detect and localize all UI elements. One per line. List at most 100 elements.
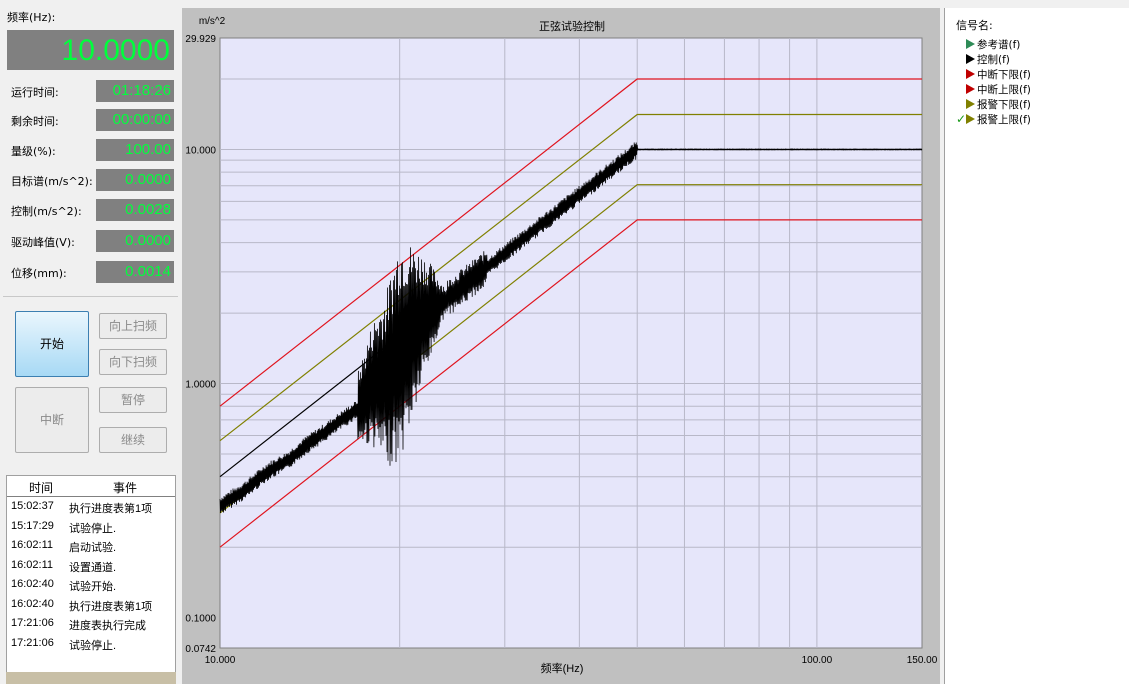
run-time-label: 运行时间: xyxy=(11,86,59,99)
event-time: 15:17:29 xyxy=(11,519,54,532)
y-tick-label: 0.1000 xyxy=(185,614,216,625)
y-axis-unit: m/s^2 xyxy=(199,16,226,27)
series-marker-icon xyxy=(966,99,975,109)
series-marker-icon xyxy=(966,39,975,49)
event-row[interactable]: 16:02:40 试验开始. xyxy=(7,575,175,595)
legend-item-alarm-upper[interactable]: ✓ 报警上限(f) xyxy=(956,112,1031,126)
event-text: 试验开始. xyxy=(69,581,117,593)
drive-peak-value: 0.0000 xyxy=(96,230,174,252)
legend-label: 参考谱(f) xyxy=(977,39,1021,51)
event-time: 16:02:11 xyxy=(11,539,54,551)
legend-label: 中断上限(f) xyxy=(977,84,1031,96)
series-line xyxy=(219,219,922,548)
sine-control-chart[interactable]: 正弦试验控制 m/s^2 频率(Hz) 29.929 10.000 1.0000 0.… xyxy=(182,8,940,684)
displacement-value: 0.0014 xyxy=(96,261,174,283)
event-row[interactable]: 17:21:06 进度表执行完成 xyxy=(7,614,175,634)
event-time: 16:02:40 xyxy=(11,578,54,590)
sweep-down-button[interactable]: 向下扫频 xyxy=(99,349,167,375)
event-time: 17:21:06 xyxy=(11,617,54,629)
y-tick-label: 0.0742 xyxy=(185,644,216,655)
control-buttons: 开始 向上扫频 向下扫频 中断 暂停 继续 xyxy=(3,296,178,462)
y-tick-label: 10.000 xyxy=(185,145,216,156)
event-time: 15:02:37 xyxy=(11,500,54,512)
event-row[interactable]: 15:17:29 试验停止. xyxy=(7,517,175,537)
level-label: 量级(%): xyxy=(11,145,56,158)
event-log-footer xyxy=(6,672,176,684)
chart-title: 正弦试验控制 xyxy=(539,19,605,33)
column-header-event: 事件 xyxy=(113,481,138,495)
series-marker-icon xyxy=(966,54,975,64)
event-time: 16:02:40 xyxy=(11,597,54,610)
frequency-label: 频率(Hz): xyxy=(7,11,56,24)
sweep-up-button[interactable]: 向上扫频 xyxy=(99,313,167,339)
control-signal-line xyxy=(219,142,923,514)
series-marker-icon xyxy=(966,114,975,124)
event-text: 执行进度表第1项 xyxy=(69,503,153,515)
pause-button[interactable]: 暂停 xyxy=(99,387,167,413)
legend-item-abort-lower[interactable]: 中断下限(f) xyxy=(956,67,1031,81)
start-button[interactable]: 开始 xyxy=(15,311,89,377)
series-line xyxy=(219,113,922,442)
event-time: 16:02:11 xyxy=(11,558,54,571)
param-row-remaining-time: 剩余时间: 00:00:00 xyxy=(7,109,177,131)
resume-button[interactable]: 继续 xyxy=(99,427,167,453)
remaining-time-label: 剩余时间: xyxy=(11,115,59,128)
column-header-time: 时间 xyxy=(29,481,54,495)
level-value: 100.00 xyxy=(96,139,174,161)
y-tick-label: 1.0000 xyxy=(185,380,216,391)
chart-canvas[interactable]: 正弦试验控制 m/s^2 频率(Hz) 29.929 10.000 1.0000 0.… xyxy=(182,8,940,684)
event-row[interactable]: 16:02:11 启动试验. xyxy=(7,536,175,556)
event-row[interactable]: 16:02:11 设置通道. xyxy=(7,556,175,576)
target-spectrum-label: 目标谱(m/s^2): xyxy=(11,175,93,188)
remaining-time-value: 00:00:00 xyxy=(96,109,174,131)
event-text: 试验停止. xyxy=(69,522,117,535)
grid-lines xyxy=(220,38,922,648)
event-text: 进度表执行完成 xyxy=(69,620,146,632)
param-row-run-time: 运行时间: 01:18:26 xyxy=(7,80,177,102)
event-row[interactable]: 16:02:40 执行进度表第1项 xyxy=(7,595,175,615)
plot-area xyxy=(219,37,923,649)
drive-peak-label: 驱动峰值(V): xyxy=(11,236,75,249)
control-value: 0.0028 xyxy=(96,199,174,221)
param-row-target-spectrum: 目标谱(m/s^2): 0.0000 xyxy=(7,169,177,191)
checkmark-icon[interactable]: ✓ xyxy=(956,112,967,126)
param-row-drive-peak: 驱动峰值(V): 0.0000 xyxy=(7,230,177,252)
legend-label: 中断下限(f) xyxy=(977,69,1031,81)
event-log-header: 时间 事件 xyxy=(7,476,175,497)
legend-title: 信号名: xyxy=(956,19,993,32)
param-row-displacement: 位移(mm): 0.0014 xyxy=(7,261,177,283)
param-row-control: 控制(m/s^2): 0.0028 xyxy=(7,199,177,221)
signal-legend[interactable]: 信号名: 参考谱(f) 控制(f) 中断下限(f) 中断上限(f) 报警下限(f… xyxy=(944,8,1129,684)
event-text: 启动试验. xyxy=(69,542,117,554)
x-axis-label: 频率(Hz) xyxy=(541,661,584,675)
event-time: 17:21:06 xyxy=(11,636,54,649)
y-tick-label: 29.929 xyxy=(185,34,216,45)
event-row[interactable]: 15:02:37 执行进度表第1项 xyxy=(7,497,175,517)
frequency-readout: 10.0000 xyxy=(7,30,174,70)
status-panel: 频率(Hz): 10.0000 运行时间: 01:18:26 剩余时间: 00:… xyxy=(0,0,182,684)
event-text: 试验停止. xyxy=(69,639,117,652)
series-lines xyxy=(219,78,923,548)
param-row-level: 量级(%): 100.00 xyxy=(7,139,177,161)
run-time-value: 01:18:26 xyxy=(96,80,174,102)
legend-item-reference[interactable]: 参考谱(f) xyxy=(956,37,1020,51)
displacement-label: 位移(mm): xyxy=(11,267,67,280)
x-tick-label: 150.00 xyxy=(907,655,938,666)
abort-button[interactable]: 中断 xyxy=(15,387,89,453)
event-log[interactable]: 时间 事件 15:02:37 执行进度表第1项 15:17:29 试验停止. 16:… xyxy=(6,475,176,677)
legend-item-control[interactable]: 控制(f) xyxy=(956,52,1010,66)
series-marker-icon xyxy=(966,69,975,79)
legend-item-abort-upper[interactable]: 中断上限(f) xyxy=(956,82,1031,96)
event-text: 设置通道. xyxy=(69,561,117,574)
series-marker-icon xyxy=(966,84,975,94)
legend-item-alarm-lower[interactable]: 报警下限(f) xyxy=(956,97,1031,111)
series-line xyxy=(219,78,922,407)
x-tick-label: 100.00 xyxy=(802,655,833,666)
target-spectrum-value: 0.0000 xyxy=(96,169,174,191)
legend-label: 报警上限(f) xyxy=(977,114,1031,126)
control-label: 控制(m/s^2): xyxy=(11,205,82,218)
event-text: 执行进度表第1项 xyxy=(69,600,153,613)
legend-label: 控制(f) xyxy=(977,54,1010,66)
event-row[interactable]: 17:21:06 试验停止. xyxy=(7,634,175,654)
